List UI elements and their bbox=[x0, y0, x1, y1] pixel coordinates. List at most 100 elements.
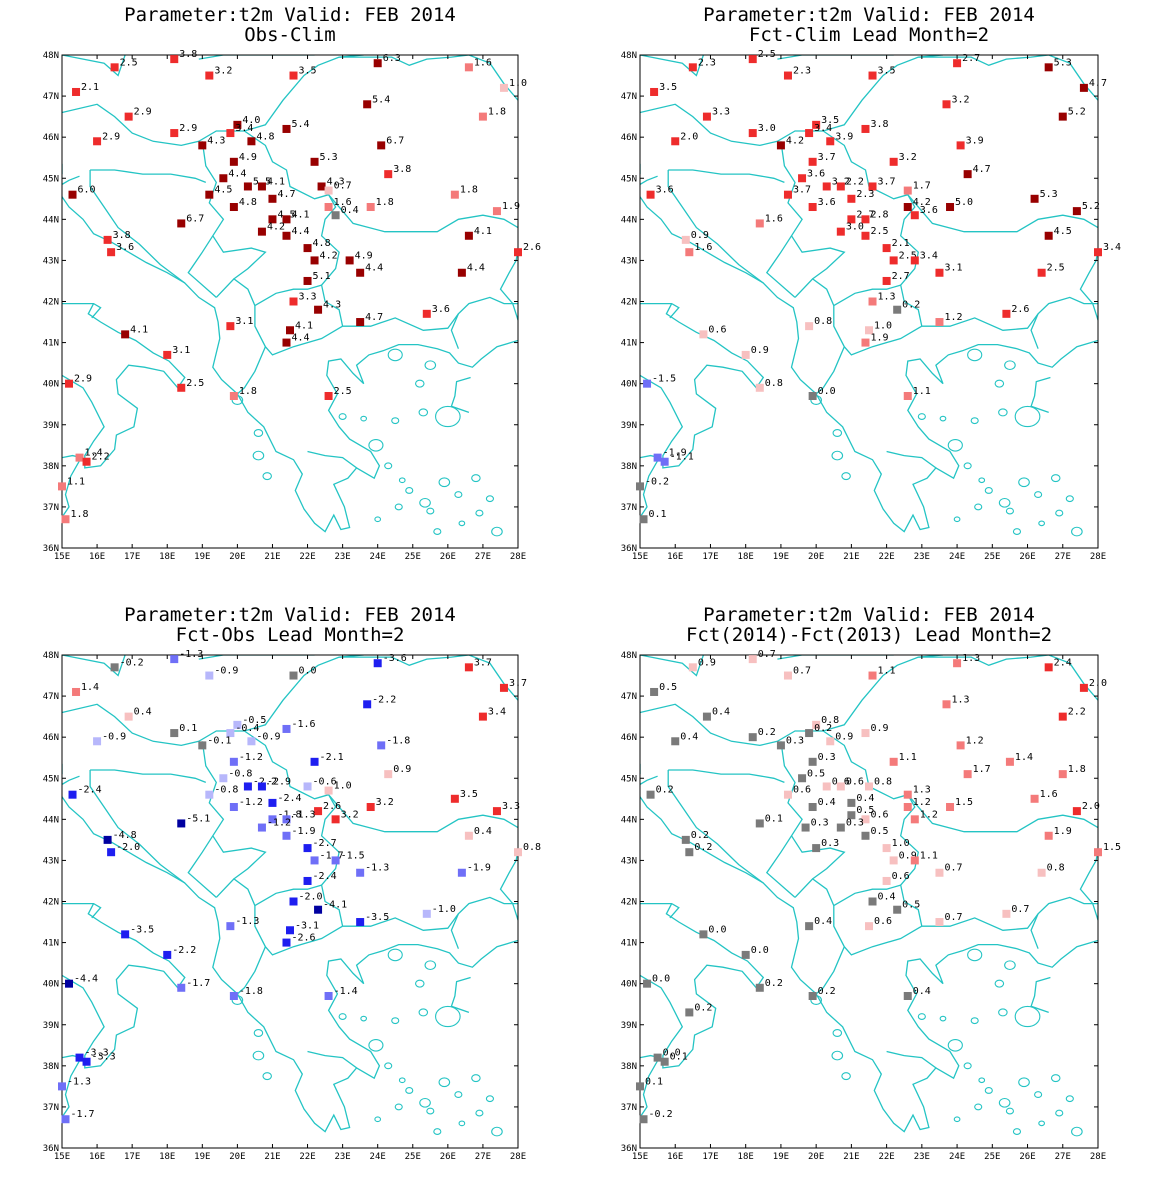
lon-tick-label: 23E bbox=[334, 1152, 350, 1162]
station-value: 4.5 bbox=[1054, 226, 1072, 237]
station-value: -0.1 bbox=[207, 735, 231, 746]
station-marker bbox=[286, 926, 294, 935]
station-marker bbox=[963, 170, 972, 179]
station-marker bbox=[748, 733, 757, 742]
country-border bbox=[777, 55, 894, 60]
station-value: -2.9 bbox=[267, 776, 291, 787]
country-border bbox=[918, 55, 1049, 67]
station-value: 3.1 bbox=[944, 263, 962, 274]
station-value: -3.5 bbox=[365, 912, 389, 923]
island bbox=[998, 408, 1008, 417]
station-value: 4.4 bbox=[291, 333, 309, 344]
island bbox=[917, 413, 926, 420]
country-border bbox=[640, 655, 944, 747]
lon-tick-label: 20E bbox=[229, 552, 245, 562]
station-marker bbox=[205, 71, 214, 80]
station-value: 4.1 bbox=[295, 320, 313, 331]
island bbox=[1004, 360, 1016, 371]
station-marker bbox=[953, 659, 962, 668]
station-marker bbox=[170, 129, 179, 138]
station-value: 0.1 bbox=[765, 813, 783, 824]
island bbox=[1050, 1074, 1061, 1083]
station-marker bbox=[776, 741, 785, 750]
station-value: -1.5 bbox=[652, 374, 676, 385]
station-marker bbox=[868, 671, 877, 680]
station-value: 3.5 bbox=[821, 115, 839, 126]
station-value: 0.7 bbox=[944, 863, 962, 874]
station-marker bbox=[699, 930, 708, 939]
station-value: 0.2 bbox=[765, 978, 783, 989]
station-value: 0.6 bbox=[892, 871, 910, 882]
island bbox=[435, 1005, 461, 1028]
station-marker bbox=[910, 815, 919, 824]
station-marker bbox=[282, 938, 291, 947]
island bbox=[1018, 1077, 1030, 1088]
island bbox=[415, 979, 425, 988]
island bbox=[415, 379, 425, 388]
station-value: -3.1 bbox=[295, 920, 319, 931]
station-marker bbox=[893, 905, 902, 914]
station-marker bbox=[910, 211, 919, 220]
station-value: 0.7 bbox=[793, 666, 811, 677]
station-value: -2.1 bbox=[320, 752, 344, 763]
island bbox=[391, 1017, 400, 1025]
island bbox=[1014, 405, 1041, 428]
station-marker bbox=[257, 182, 266, 191]
station-value: 2.3 bbox=[793, 66, 811, 77]
lon-tick-label: 27E bbox=[475, 552, 491, 562]
lat-tick-label: 45N bbox=[621, 174, 637, 184]
station-marker bbox=[639, 1115, 648, 1124]
station-marker bbox=[177, 383, 186, 392]
station-marker bbox=[268, 798, 277, 807]
station-value: 0.6 bbox=[832, 776, 850, 787]
station-value: -1.3 bbox=[67, 1076, 91, 1087]
station-value: 0.2 bbox=[818, 986, 836, 997]
station-marker bbox=[1002, 309, 1011, 318]
station-marker bbox=[1079, 683, 1088, 692]
station-marker bbox=[121, 330, 130, 339]
station-value: -0.6 bbox=[313, 776, 337, 787]
station-value: 3.2 bbox=[832, 176, 850, 187]
station-marker bbox=[1005, 757, 1014, 766]
station-marker bbox=[755, 383, 764, 392]
station-marker bbox=[1037, 268, 1046, 277]
country-border bbox=[342, 296, 518, 331]
country-border bbox=[468, 655, 518, 701]
station-value: 0.6 bbox=[874, 916, 892, 927]
station-value: 3.7 bbox=[818, 152, 836, 163]
lon-tick-label: 27E bbox=[475, 1152, 491, 1162]
station-marker bbox=[963, 770, 972, 779]
island bbox=[978, 1077, 986, 1084]
station-value: -1.8 bbox=[386, 735, 410, 746]
island bbox=[394, 503, 403, 511]
lat-tick-label: 39N bbox=[43, 421, 59, 431]
station-value: 3.6 bbox=[656, 185, 674, 196]
station-value: -1.5 bbox=[341, 850, 365, 861]
station-value: 2.4 bbox=[1054, 657, 1072, 668]
stations: 2.5 3.8 3.2 3.5 6.3 1.6 1.0 2.1 5.4 2.9 1.8 4.0 2.9 3… bbox=[58, 49, 541, 524]
station-marker bbox=[121, 930, 130, 939]
station-value: -0.2 bbox=[120, 657, 144, 668]
country-border bbox=[833, 284, 901, 307]
station-marker bbox=[889, 757, 898, 766]
country-border bbox=[765, 741, 803, 898]
station-marker bbox=[205, 190, 214, 199]
station-value: 0.8 bbox=[874, 776, 892, 787]
island bbox=[998, 497, 1011, 508]
station-marker bbox=[93, 137, 102, 146]
station-marker bbox=[688, 63, 697, 72]
station-value: 3.7 bbox=[793, 185, 811, 196]
station-marker bbox=[861, 338, 870, 347]
station-value: -0.4 bbox=[235, 723, 259, 734]
station-marker bbox=[868, 897, 877, 906]
station-marker bbox=[882, 844, 891, 853]
lon-tick-label: 15E bbox=[632, 1152, 648, 1162]
station-value: -3.5 bbox=[130, 924, 154, 935]
lat-tick-label: 47N bbox=[43, 92, 59, 102]
station-marker bbox=[653, 453, 662, 462]
station-marker bbox=[457, 868, 466, 877]
station-value: -0.9 bbox=[102, 731, 126, 742]
station-marker bbox=[356, 318, 365, 327]
